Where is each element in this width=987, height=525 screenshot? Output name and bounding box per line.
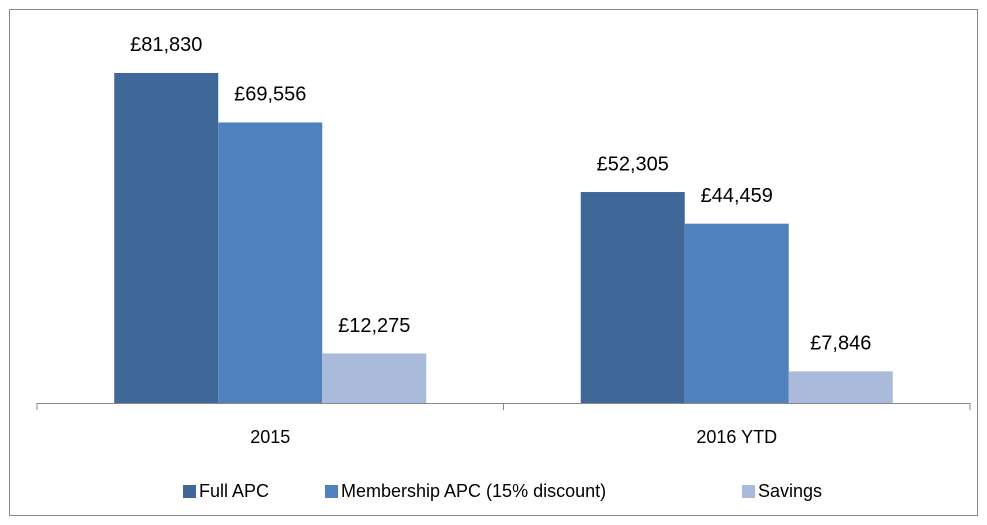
data-label: £81,830 bbox=[130, 34, 202, 56]
data-label: £7,846 bbox=[810, 333, 871, 355]
bar bbox=[580, 192, 685, 403]
legend-swatch bbox=[742, 485, 755, 498]
legend-label: Full APC bbox=[199, 481, 269, 501]
x-tick-label: 2015 bbox=[250, 427, 290, 447]
legend-swatch bbox=[325, 485, 338, 498]
data-label: £44,459 bbox=[701, 185, 773, 207]
data-label: £12,275 bbox=[338, 315, 410, 337]
legend-label: Savings bbox=[758, 481, 822, 501]
bar bbox=[788, 371, 893, 403]
legend-label: Membership APC (15% discount) bbox=[341, 481, 606, 501]
x-tick-label: 2016 YTD bbox=[696, 427, 777, 447]
legend-swatch bbox=[183, 485, 196, 498]
data-label: £69,556 bbox=[234, 84, 306, 106]
data-label: £52,305 bbox=[597, 153, 669, 175]
bar bbox=[684, 223, 789, 403]
bar bbox=[322, 353, 427, 403]
bar bbox=[218, 122, 323, 404]
bar bbox=[114, 72, 219, 403]
